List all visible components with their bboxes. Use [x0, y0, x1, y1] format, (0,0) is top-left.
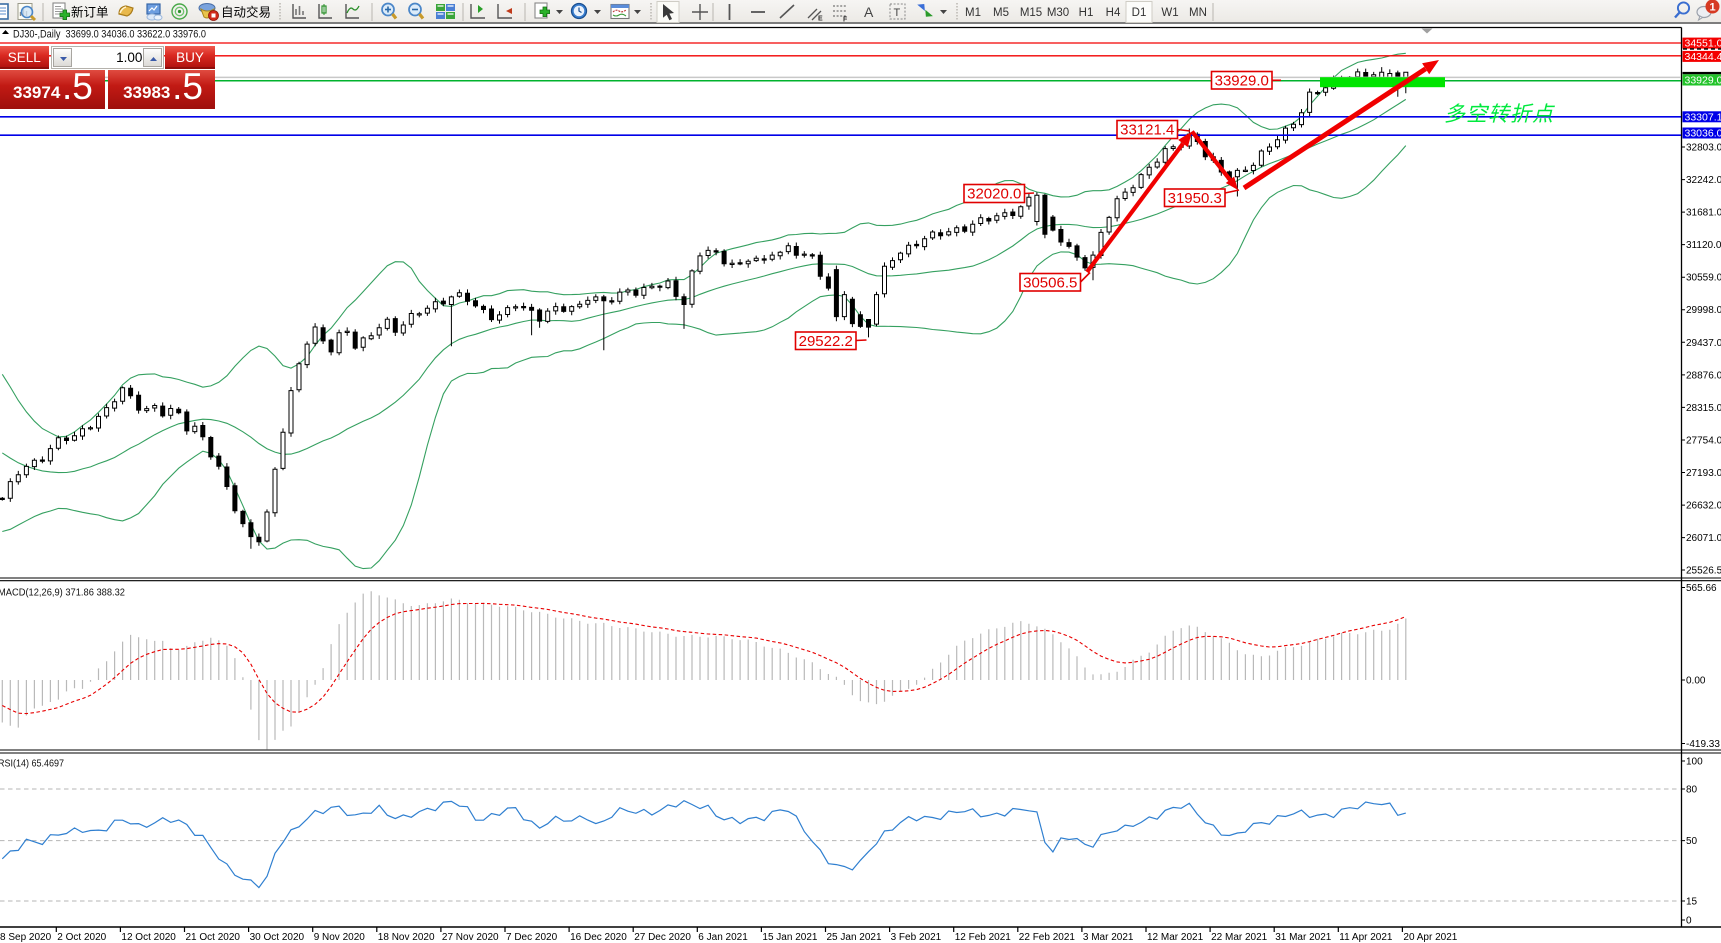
svg-text:自动交易: 自动交易 [221, 5, 271, 20]
svg-text:T: T [894, 7, 901, 19]
svg-text:M30: M30 [1047, 7, 1069, 19]
svg-text:34551.0: 34551.0 [1685, 38, 1721, 50]
svg-text:-419.33: -419.33 [1686, 739, 1720, 750]
svg-text:33036.0: 33036.0 [1685, 128, 1721, 140]
svg-text:D1: D1 [1132, 7, 1147, 19]
svg-text:27 Dec 2020: 27 Dec 2020 [634, 932, 691, 943]
svg-text:H4: H4 [1106, 7, 1121, 19]
svg-text:W1: W1 [1161, 7, 1178, 19]
svg-text:29437.0: 29437.0 [1686, 338, 1721, 349]
svg-text:100: 100 [1686, 757, 1703, 768]
svg-text:0: 0 [1686, 916, 1692, 927]
svg-text:20 Apr 2021: 20 Apr 2021 [1403, 932, 1457, 943]
svg-text:12 Oct 2020: 12 Oct 2020 [121, 932, 176, 943]
svg-text:8 Sep 2020: 8 Sep 2020 [0, 932, 52, 943]
svg-text:30 Oct 2020: 30 Oct 2020 [250, 932, 305, 943]
svg-text:22 Feb 2021: 22 Feb 2021 [1019, 932, 1076, 943]
svg-text:33307.1: 33307.1 [1685, 111, 1721, 123]
svg-text:32803.0: 32803.0 [1686, 143, 1721, 154]
svg-text:29522.2: 29522.2 [799, 333, 853, 350]
svg-text:M5: M5 [993, 7, 1009, 19]
svg-text:27193.0: 27193.0 [1686, 468, 1721, 479]
svg-text:A: A [864, 4, 874, 20]
svg-text:11 Apr 2021: 11 Apr 2021 [1339, 932, 1393, 943]
svg-text:MN: MN [1189, 7, 1207, 19]
svg-text:25 Jan 2021: 25 Jan 2021 [827, 932, 882, 943]
svg-text:16 Dec 2020: 16 Dec 2020 [570, 932, 627, 943]
svg-text:31950.3: 31950.3 [1168, 190, 1222, 207]
svg-text:31681.0: 31681.0 [1686, 208, 1721, 219]
svg-text:3 Feb 2021: 3 Feb 2021 [891, 932, 942, 943]
svg-text:M15: M15 [1020, 7, 1042, 19]
svg-text:7 Dec 2020: 7 Dec 2020 [506, 932, 558, 943]
svg-text:30559.0: 30559.0 [1686, 273, 1721, 284]
svg-text:33929.0: 33929.0 [1685, 75, 1721, 87]
svg-text:29998.0: 29998.0 [1686, 305, 1721, 316]
svg-text:50: 50 [1686, 836, 1698, 847]
svg-text:26071.0: 26071.0 [1686, 533, 1721, 544]
svg-text:0.00: 0.00 [1686, 676, 1706, 687]
svg-text:多空转折点: 多空转折点 [1444, 103, 1555, 126]
svg-text:27 Nov 2020: 27 Nov 2020 [442, 932, 499, 943]
svg-text:26632.0: 26632.0 [1686, 501, 1721, 512]
svg-text:34344.4: 34344.4 [1685, 51, 1721, 63]
svg-text:M1: M1 [965, 7, 981, 19]
svg-text:27754.0: 27754.0 [1686, 436, 1721, 447]
svg-text:33121.4: 33121.4 [1120, 122, 1174, 139]
svg-text:33929.0: 33929.0 [1215, 72, 1269, 89]
svg-text:新订单: 新订单 [71, 5, 109, 20]
svg-text:E: E [818, 16, 823, 23]
svg-text:32242.0: 32242.0 [1686, 175, 1721, 186]
svg-text:30506.5: 30506.5 [1023, 274, 1077, 291]
svg-text:18 Nov 2020: 18 Nov 2020 [378, 932, 435, 943]
svg-text:32020.0: 32020.0 [967, 186, 1021, 203]
svg-text:31120.0: 31120.0 [1686, 240, 1721, 251]
svg-text:15: 15 [1686, 897, 1698, 908]
svg-text:28315.0: 28315.0 [1686, 403, 1721, 414]
svg-text:21 Oct 2020: 21 Oct 2020 [186, 932, 241, 943]
svg-text:DJ30-,Daily 33699.0 34036.0 3: DJ30-,Daily 33699.0 34036.0 33622.0 3397… [13, 29, 206, 41]
svg-text:31 Mar 2021: 31 Mar 2021 [1275, 932, 1332, 943]
svg-text:6 Jan 2021: 6 Jan 2021 [698, 932, 748, 943]
svg-text:12 Feb 2021: 12 Feb 2021 [955, 932, 1012, 943]
svg-text:F: F [843, 17, 848, 24]
svg-text:28876.0: 28876.0 [1686, 370, 1721, 381]
svg-text:12 Mar 2021: 12 Mar 2021 [1147, 932, 1204, 943]
svg-text:80: 80 [1686, 785, 1698, 796]
svg-text:1: 1 [1709, 2, 1715, 14]
svg-text:3 Mar 2021: 3 Mar 2021 [1083, 932, 1134, 943]
svg-text:22 Mar 2021: 22 Mar 2021 [1211, 932, 1268, 943]
svg-text:15 Jan 2021: 15 Jan 2021 [762, 932, 817, 943]
svg-text:25526.5: 25526.5 [1686, 566, 1721, 577]
svg-text:MACD(12,26,9) 371.86 388.32: MACD(12,26,9) 371.86 388.32 [0, 587, 125, 599]
svg-text:9 Nov 2020: 9 Nov 2020 [314, 932, 366, 943]
svg-text:RSI(14) 65.4697: RSI(14) 65.4697 [0, 758, 64, 770]
svg-text:H1: H1 [1079, 7, 1094, 19]
svg-text:565.66: 565.66 [1686, 583, 1717, 594]
svg-text:2 Oct 2020: 2 Oct 2020 [57, 932, 106, 943]
